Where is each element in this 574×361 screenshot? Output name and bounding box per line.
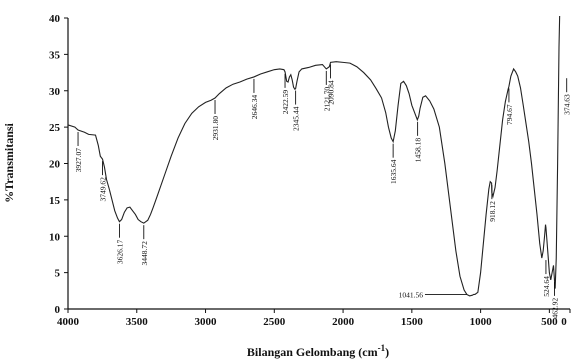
y-tick-label: 10 (49, 231, 61, 243)
peak-label: 462.92 (550, 298, 559, 319)
y-axis-ticks: 0 5 10 15 20 25 30 35 40 (49, 13, 68, 316)
peak-label: 2090.84 (327, 80, 336, 105)
ftir-spectrum-line (68, 16, 561, 297)
x-tick-label: 1500 (401, 316, 424, 328)
peak-label: 3448.72 (140, 241, 149, 266)
x-axis-title-main: Bilangan Gelombang (cm (247, 345, 378, 359)
peak-label: 3927.07 (74, 148, 83, 173)
y-tick-label: 5 (55, 268, 61, 280)
y-tick-label: 20 (49, 159, 61, 171)
x-axis-title-suffix: ) (385, 345, 389, 359)
x-tick-label: 2000 (332, 316, 355, 328)
series-group (68, 16, 561, 297)
y-tick-label: 0 (55, 304, 61, 316)
peak-label: 524.64 (542, 276, 551, 297)
x-tick-label: 0 (561, 316, 567, 328)
peak-label: 794.67 (505, 104, 514, 125)
x-tick-label: 3500 (126, 316, 149, 328)
y-tick-label: 35 (49, 49, 61, 61)
y-tick-label: 30 (49, 86, 61, 98)
peak-label: 2931.80 (211, 116, 220, 141)
peak-label: 1635.64 (389, 159, 398, 184)
peak-label: 1458.18 (414, 138, 423, 163)
peak-label: 2345.44 (292, 106, 301, 131)
y-tick-label: 25 (49, 122, 61, 134)
x-tick-label: 500 (541, 316, 558, 328)
peak-label: 918.12 (488, 201, 497, 222)
peak-label: 2121.70 (322, 87, 331, 112)
x-axis-title-superscript: -1 (378, 343, 386, 353)
peak-label: 3626.17 (115, 239, 124, 264)
x-axis-title: Bilangan Gelombang (cm-1) (247, 343, 389, 359)
x-tick-label: 3000 (195, 316, 218, 328)
y-axis-title: %Transmitansi (2, 122, 16, 202)
peak-label: 2646.34 (250, 95, 259, 120)
x-axis-ticks: 4000 3500 3000 2500 2000 1500 1000 500 0 (57, 309, 571, 328)
peak-label: 374.63 (563, 94, 572, 115)
peak-label: 1041.56 (399, 290, 424, 299)
peak-label: 3749.62 (99, 177, 108, 202)
y-tick-label: 40 (49, 13, 61, 25)
x-tick-label: 4000 (57, 316, 80, 328)
y-tick-label: 15 (49, 195, 61, 207)
x-tick-label: 1000 (470, 316, 493, 328)
x-tick-label: 2500 (263, 316, 286, 328)
peak-annotations: 3927.07 3749.62 3626.17 3448.72 2931.80 2646.… (74, 64, 572, 319)
peak-label: 2422.59 (281, 90, 290, 115)
